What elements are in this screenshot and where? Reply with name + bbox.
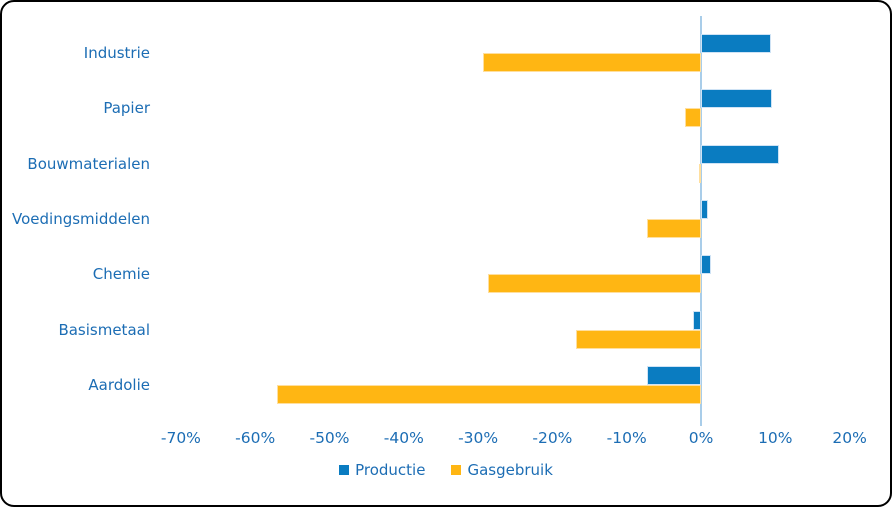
bar-productie-voedingsmiddelen — [701, 199, 709, 219]
category-label-voedingsmiddelen: Voedingsmiddelen — [12, 209, 150, 228]
x-tick-label--40: -40% — [383, 429, 424, 447]
legend: Productie Gasgebruik — [2, 461, 890, 479]
x-tick-label--50: -50% — [309, 429, 350, 447]
category-label-aardolie: Aardolie — [88, 375, 150, 394]
x-tick-label-20: 20% — [832, 429, 867, 447]
x-tick-label--10: -10% — [606, 429, 647, 447]
bar-productie-aardolie — [646, 365, 701, 385]
bar-gasgebruik-industrie — [483, 53, 701, 72]
legend-item-gasgebruik: Gasgebruik — [451, 461, 553, 479]
bar-productie-papier — [701, 89, 773, 109]
bar-gasgebruik-chemie — [487, 274, 701, 294]
gasgebruik-swatch-icon — [451, 465, 462, 475]
x-tick-label--20: -20% — [532, 429, 573, 447]
legend-label-gasgebruik: Gasgebruik — [467, 461, 553, 479]
category-label-industrie: Industrie — [83, 44, 150, 62]
category-label-basismetaal: Basismetaal — [58, 320, 150, 339]
bar-gasgebruik-aardolie — [276, 384, 701, 404]
bar-gasgebruik-bouwmaterialen — [698, 163, 701, 183]
bar-productie-bouwmaterialen — [701, 144, 779, 164]
x-tick-label-0: 0% — [688, 429, 714, 447]
bar-gasgebruik-voedingsmiddelen — [646, 218, 701, 238]
bar-productie-chemie — [701, 255, 712, 275]
productie-swatch-icon — [339, 465, 350, 475]
bar-productie-basismetaal — [692, 310, 701, 330]
category-label-papier: Papier — [103, 99, 150, 118]
x-tick-label--30: -30% — [458, 429, 499, 447]
bar-productie-industrie — [701, 34, 771, 53]
legend-item-productie: Productie — [339, 461, 425, 479]
bar-gasgebruik-basismetaal — [576, 329, 701, 349]
legend-label-productie: Productie — [355, 461, 426, 479]
bar-gasgebruik-papier — [685, 108, 701, 128]
category-label-chemie: Chemie — [92, 265, 150, 284]
x-tick-label-10: 10% — [758, 429, 793, 447]
zero-axis-line — [700, 16, 702, 426]
x-tick-label--70: -70% — [160, 429, 201, 447]
category-label-bouwmaterialen: Bouwmaterialen — [27, 154, 150, 173]
x-tick-label--60: -60% — [235, 429, 276, 447]
